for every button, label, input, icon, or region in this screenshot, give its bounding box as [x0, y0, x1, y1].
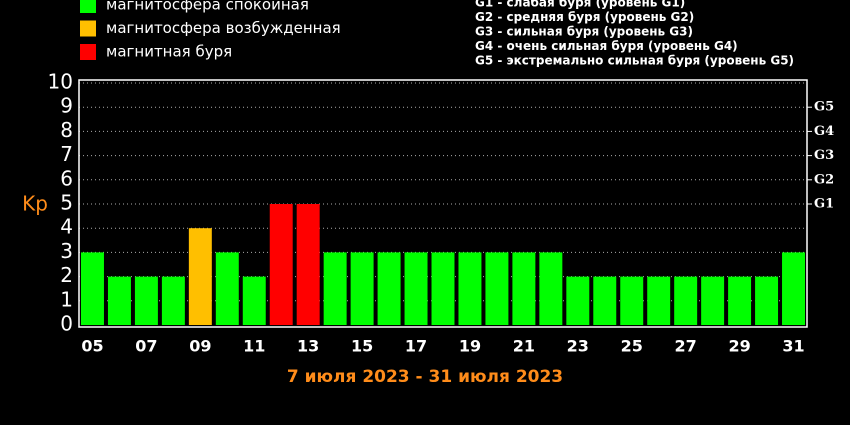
bar: [728, 276, 752, 325]
bar: [377, 252, 401, 325]
y-tick-label: 3: [60, 239, 73, 263]
storm-level: G5 - экстремально сильная буря (уровень …: [475, 54, 794, 68]
y-axis-label: Kp: [22, 192, 48, 216]
bar: [350, 252, 374, 325]
y-tick-label: 5: [60, 191, 73, 215]
bar: [431, 252, 455, 325]
y-tick-label: 6: [60, 166, 73, 190]
x-tick-label: 11: [243, 337, 265, 356]
y-tick-label: 1: [60, 287, 73, 311]
legend-swatch: [80, 20, 96, 37]
y-tick-label: 7: [60, 142, 73, 166]
y2-tick-label: G3: [814, 148, 834, 163]
bar: [539, 252, 563, 325]
storm-level: G4 - очень сильная буря (уровень G4): [475, 39, 738, 53]
bar: [81, 252, 104, 325]
legend-label: магнитосфера возбужденная: [106, 19, 341, 37]
y2-tick-label: G4: [814, 124, 834, 139]
x-tick-label: 05: [81, 337, 103, 356]
bar: [323, 252, 347, 325]
y-tick-label: 8: [60, 118, 73, 142]
bar: [188, 228, 212, 325]
bar: [620, 276, 644, 325]
legend-swatch: [80, 0, 96, 13]
bar: [674, 276, 698, 325]
storm-level: G1 - слабая буря (уровень G1): [475, 0, 685, 10]
bar: [701, 276, 725, 325]
bar: [296, 204, 320, 325]
bar: [566, 276, 590, 325]
plot-frame: [78, 79, 808, 328]
bar: [458, 252, 482, 325]
x-tick-label: 21: [513, 337, 535, 356]
x-tick-label: 13: [297, 337, 319, 356]
bar: [242, 276, 266, 325]
legend-label: магнитная буря: [106, 43, 232, 61]
legend-swatch: [80, 44, 96, 60]
y2-tick-label: G5: [814, 100, 834, 115]
bar: [755, 276, 779, 325]
y-tick-label: 4: [60, 215, 73, 239]
y2-tick-label: G2: [814, 172, 834, 187]
bar: [485, 252, 509, 325]
y-tick-label: 9: [60, 94, 73, 118]
storm-level: G2 - средняя буря (уровень G2): [475, 10, 694, 24]
x-tick-label: 09: [189, 337, 211, 356]
bar: [647, 276, 671, 325]
x-tick-label: 27: [675, 337, 697, 356]
bar: [107, 276, 131, 325]
storm-level: G3 - сильная буря (уровень G3): [475, 25, 693, 39]
bar: [404, 252, 428, 325]
x-tick-label: 17: [405, 337, 427, 356]
bar: [512, 252, 536, 325]
bar: [134, 276, 158, 325]
bar: [215, 252, 239, 325]
y-tick-label: 2: [60, 263, 73, 287]
bar: [782, 252, 805, 325]
subtitle: 7 июля 2023 - 31 июля 2023: [287, 367, 563, 387]
y-tick-label: 0: [60, 312, 73, 336]
x-tick-label: 31: [782, 337, 804, 356]
legend-label: магнитосфера спокойная: [106, 0, 309, 14]
x-tick-label: 25: [621, 337, 643, 356]
x-tick-label: 29: [728, 337, 750, 356]
x-tick-label: 07: [135, 337, 157, 356]
bar: [593, 276, 617, 325]
x-tick-label: 23: [567, 337, 589, 356]
x-tick-label: 19: [459, 337, 481, 356]
x-tick-label: 15: [351, 337, 373, 356]
y-tick-label: 10: [48, 70, 73, 94]
y2-tick-label: G1: [814, 197, 834, 212]
bar: [161, 276, 185, 325]
bar: [269, 204, 293, 325]
